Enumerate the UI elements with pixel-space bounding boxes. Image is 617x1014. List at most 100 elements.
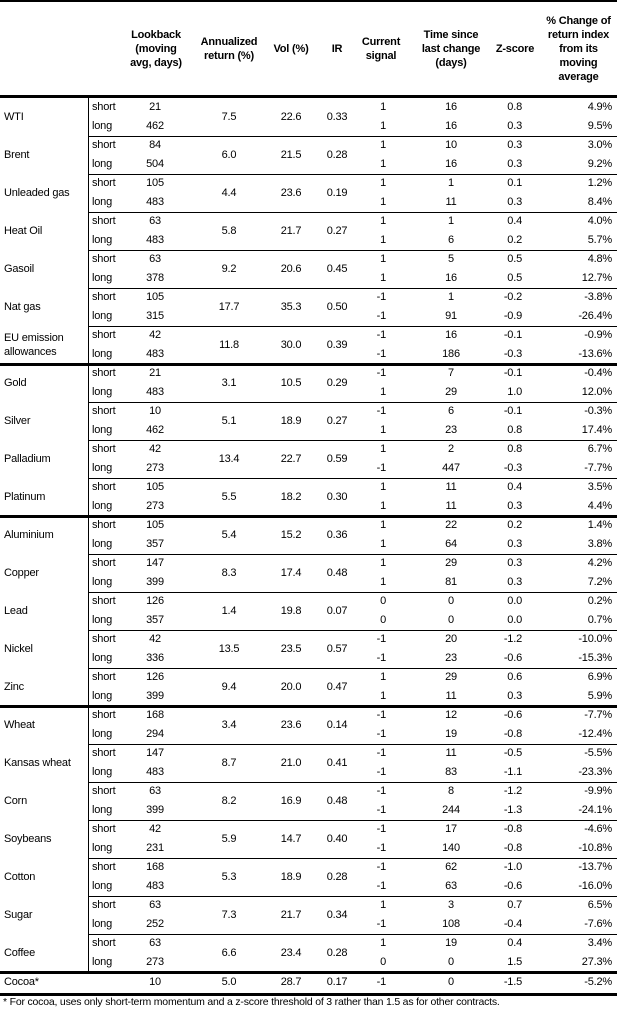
group-divider — [88, 744, 617, 745]
commodity-name: EU emission allowances — [4, 332, 64, 358]
signal-cell: -1 — [376, 976, 387, 988]
ann-cell: 1.4 — [221, 605, 237, 617]
time-cell: 63 — [445, 880, 457, 892]
time-cell: 11 — [445, 690, 457, 702]
group-divider — [88, 440, 617, 441]
z-cell: 0.3 — [507, 139, 522, 151]
horizon-label: short — [92, 709, 116, 721]
lookback-cell: 357 — [146, 614, 164, 626]
lookback-cell: 10 — [149, 976, 161, 988]
vol-cell: 30.0 — [280, 339, 302, 351]
time-cell: 140 — [442, 842, 460, 854]
signal-cell: -1 — [376, 804, 387, 816]
commodity-name: Sugar — [4, 909, 33, 921]
vol-cell: 10.5 — [280, 377, 302, 389]
ann-cell: 7.3 — [221, 909, 237, 921]
lookback-cell: 10 — [149, 405, 161, 417]
group-divider — [88, 288, 617, 289]
pct-cell: 6.7% — [587, 443, 612, 455]
time-cell: 7 — [448, 367, 454, 379]
z-cell: 0.8 — [507, 101, 522, 113]
lookback-cell: 399 — [146, 804, 164, 816]
header-lookback: Lookback (moving avg, days) — [130, 29, 182, 69]
signal-cell: -1 — [376, 633, 387, 645]
lookback-cell: 399 — [146, 690, 164, 702]
ir-cell: 0.50 — [326, 301, 348, 313]
pct-cell: -0.3% — [584, 405, 612, 417]
lookback-cell: 273 — [146, 462, 164, 474]
vol-cell: 16.9 — [280, 795, 302, 807]
pct-cell: 6.9% — [587, 671, 612, 683]
pct-cell: 9.2% — [587, 158, 612, 170]
horizon-label: long — [92, 310, 112, 322]
commodity-name: Aluminium — [4, 529, 54, 541]
pct-cell: 4.9% — [587, 101, 612, 113]
commodity-name: Nickel — [4, 643, 33, 655]
signal-cell: -1 — [376, 652, 387, 664]
horizon-label: short — [92, 595, 116, 607]
signal-cell: 1 — [380, 671, 386, 683]
time-cell: 19 — [445, 937, 457, 949]
pct-cell: 4.4% — [587, 500, 612, 512]
ir-cell: 0.33 — [326, 111, 348, 123]
time-cell: 0 — [448, 976, 454, 988]
horizon-label: short — [92, 937, 116, 949]
ir-cell: 0.36 — [326, 529, 348, 541]
vol-cell: 20.6 — [280, 263, 302, 275]
pct-cell: -23.3% — [578, 766, 612, 778]
pct-cell: 1.4% — [587, 519, 612, 531]
signal-cell: 0 — [380, 595, 386, 607]
ir-cell: 0.57 — [326, 643, 348, 655]
horizon-label: long — [92, 614, 112, 626]
group-divider — [88, 973, 617, 974]
section-rule — [0, 971, 617, 974]
pct-cell: 1.2% — [587, 177, 612, 189]
horizon-label: long — [92, 538, 112, 550]
signal-cell: -1 — [376, 709, 387, 721]
lookback-cell: 105 — [146, 177, 164, 189]
group-divider — [88, 554, 617, 555]
time-cell: 23 — [445, 652, 457, 664]
lookback-cell: 378 — [146, 272, 164, 284]
signal-cell: -1 — [376, 348, 387, 360]
horizon-label: long — [92, 766, 112, 778]
z-cell: -0.3 — [503, 348, 522, 360]
vol-cell: 22.7 — [280, 453, 302, 465]
group-divider — [88, 212, 617, 213]
z-cell: 0.1 — [507, 177, 522, 189]
horizon-label: long — [92, 804, 112, 816]
section-rule — [0, 363, 617, 366]
horizon-label: short — [92, 747, 116, 759]
ann-cell: 3.4 — [221, 719, 237, 731]
group-divider — [88, 592, 617, 593]
group-divider — [88, 896, 617, 897]
horizon-label: long — [92, 880, 112, 892]
lookback-cell: 483 — [146, 766, 164, 778]
lookback-cell: 84 — [149, 139, 161, 151]
horizon-label: long — [92, 462, 112, 474]
horizon-label: short — [92, 215, 116, 227]
z-cell: 0.2 — [507, 234, 522, 246]
time-cell: 244 — [442, 804, 460, 816]
horizon-label: short — [92, 253, 116, 265]
ann-cell: 5.1 — [221, 415, 237, 427]
time-cell: 11 — [445, 500, 457, 512]
time-cell: 83 — [445, 766, 457, 778]
horizon-label: long — [92, 842, 112, 854]
time-cell: 16 — [445, 158, 457, 170]
ann-cell: 6.0 — [221, 149, 237, 161]
bottom-rule — [0, 993, 617, 996]
lookback-cell: 105 — [146, 481, 164, 493]
ir-cell: 0.28 — [326, 947, 348, 959]
time-cell: 8 — [448, 785, 454, 797]
lookback-cell: 504 — [146, 158, 164, 170]
pct-cell: 7.2% — [587, 576, 612, 588]
vol-cell: 23.6 — [280, 187, 302, 199]
horizon-label: short — [92, 519, 116, 531]
pct-cell: 4.2% — [587, 557, 612, 569]
lookback-cell: 483 — [146, 234, 164, 246]
lookback-cell: 63 — [149, 215, 161, 227]
horizon-label: short — [92, 177, 116, 189]
ann-cell: 7.5 — [221, 111, 237, 123]
